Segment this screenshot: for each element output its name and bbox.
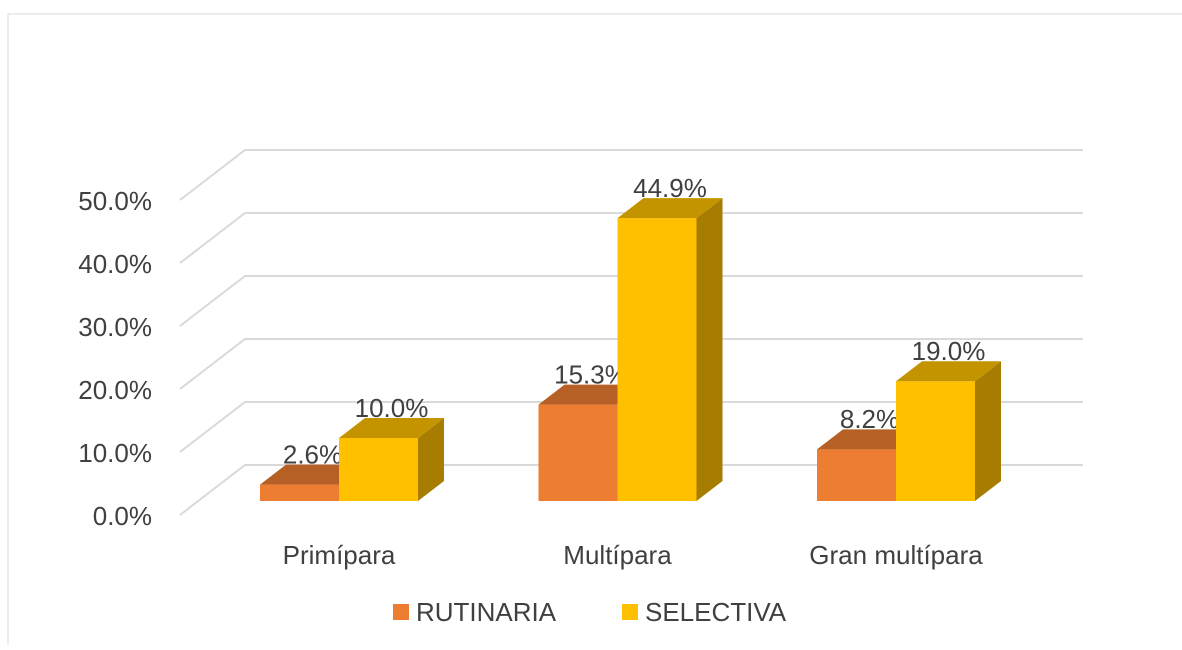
y-tick-label: 50.0% — [78, 186, 152, 216]
value-label: 19.0% — [912, 336, 986, 366]
bar-side — [975, 361, 1001, 501]
value-label: 44.9% — [633, 173, 707, 203]
bar-front — [896, 381, 975, 501]
bar-front — [339, 438, 418, 501]
grid-line — [179, 338, 1083, 390]
y-tick-label: 20.0% — [78, 375, 152, 405]
y-tick-label: 30.0% — [78, 312, 152, 342]
grid-line — [179, 464, 1083, 516]
grid-line — [179, 275, 1083, 327]
value-label: 15.3% — [554, 359, 628, 389]
bar-top — [617, 198, 723, 219]
grid-line — [179, 212, 1083, 264]
value-label: 2.6% — [283, 439, 342, 469]
bar-front — [538, 404, 618, 501]
bar-top — [817, 429, 922, 450]
y-tick-label: 10.0% — [78, 438, 152, 468]
x-tick-label: Multípara — [563, 540, 672, 570]
bar-front — [817, 449, 896, 501]
bar-top — [538, 384, 644, 405]
bar-front — [260, 484, 339, 501]
chart-border — [7, 13, 1182, 650]
y-tick-label: 0.0% — [93, 501, 152, 531]
x-tick-label: Gran multípara — [809, 540, 983, 570]
bar-top — [896, 361, 1001, 382]
grid-line — [179, 149, 1083, 201]
legend-label: RUTINARIA — [416, 597, 557, 627]
bar — [896, 361, 1001, 501]
legend-swatch — [622, 604, 638, 620]
bar-front — [617, 218, 697, 501]
y-tick-label: 40.0% — [78, 249, 152, 279]
bar-top — [339, 418, 444, 438]
bar-side — [418, 418, 444, 501]
bar — [617, 198, 723, 501]
bar — [339, 418, 444, 501]
grid-line — [179, 401, 1083, 453]
value-label: 8.2% — [840, 404, 899, 434]
legend-swatch — [393, 604, 409, 620]
legend-label: SELECTIVA — [645, 597, 787, 627]
bar-side — [696, 198, 723, 501]
bar-top — [260, 464, 365, 485]
x-tick-label: Primípara — [283, 540, 396, 570]
value-label: 10.0% — [355, 393, 429, 423]
